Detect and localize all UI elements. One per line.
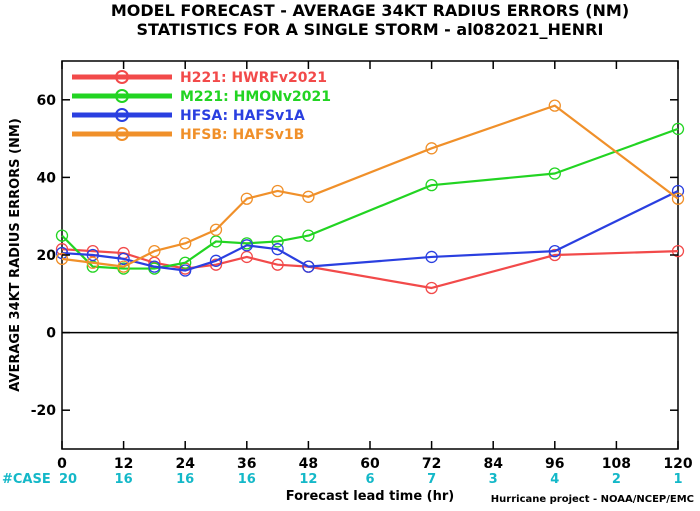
chart-title: MODEL FORECAST - AVERAGE 34KT RADIUS ERR…	[111, 1, 629, 20]
data-point	[117, 260, 130, 273]
x-tick-label: 24	[175, 456, 195, 472]
data-point	[271, 184, 284, 198]
data-point	[302, 190, 315, 203]
y-tick-label: 0	[46, 326, 56, 342]
case-count: 16	[238, 472, 256, 487]
x-axis-label: Forecast lead time (hr)	[286, 489, 454, 504]
legend-label: M221: HMONv2021	[180, 89, 331, 105]
data-point	[548, 167, 561, 180]
y-tick-label: 40	[37, 170, 57, 186]
data-point	[86, 248, 99, 262]
data-point	[179, 264, 192, 277]
x-tick-label: 120	[663, 456, 692, 472]
series-0	[55, 243, 685, 295]
series-line	[61, 127, 679, 270]
data-point	[209, 254, 223, 267]
data-point	[271, 258, 284, 271]
data-point	[548, 248, 561, 262]
series-line	[61, 189, 679, 272]
data-point	[209, 223, 223, 236]
case-count: 1	[673, 472, 682, 487]
data-point	[179, 237, 192, 250]
chart-subtitle: STATISTICS FOR A SINGLE STORM - al082021…	[137, 20, 604, 39]
data-point	[671, 122, 685, 136]
data-point	[671, 192, 685, 205]
data-point	[240, 239, 253, 252]
series-line	[61, 104, 679, 268]
data-point	[240, 192, 253, 205]
data-point	[271, 243, 284, 256]
data-point	[671, 184, 685, 198]
data-point	[671, 244, 685, 258]
y-tick-label: 20	[37, 248, 57, 264]
data-point	[425, 250, 438, 264]
x-tick-label: 12	[114, 456, 133, 472]
series-1	[55, 122, 685, 275]
data-point	[55, 229, 69, 242]
data-point	[548, 244, 561, 258]
data-point	[425, 179, 438, 192]
x-tick-label: 72	[422, 456, 441, 472]
data-point	[302, 229, 315, 242]
series-3	[55, 99, 685, 273]
case-count: 16	[176, 472, 194, 487]
data-point	[55, 252, 69, 266]
x-tick-label: 48	[299, 456, 318, 472]
data-point	[117, 252, 130, 266]
data-point	[86, 256, 99, 269]
legend-label: HFSA: HAFSv1A	[180, 108, 305, 124]
case-count: 6	[365, 472, 374, 487]
data-point	[425, 142, 438, 155]
x-tick-label: 60	[360, 456, 380, 472]
legend-swatch-marker	[115, 89, 129, 103]
y-axis-label: AVERAGE 34KT RADIUS ERRORS (NM)	[8, 118, 23, 392]
data-point	[302, 260, 315, 273]
case-count: 7	[427, 472, 436, 487]
y-tick-label: -20	[31, 403, 57, 419]
legend-label: H221: HWRFv2021	[180, 70, 327, 86]
credit-text: Hurricane project - NOAA/NCEP/EMC	[491, 494, 694, 505]
series-2	[55, 184, 685, 277]
data-point	[55, 246, 69, 260]
data-point	[148, 260, 161, 273]
legend-swatch-marker	[115, 70, 129, 84]
case-count: 3	[489, 472, 498, 487]
case-count: 2	[612, 472, 621, 487]
x-tick-label: 108	[602, 456, 631, 472]
case-count: 4	[550, 472, 559, 487]
data-point	[148, 244, 161, 258]
case-count: 12	[299, 472, 317, 487]
legend: H221: HWRFv2021 M221: HMONv2021 HFSA: HAFS…	[72, 70, 331, 143]
x-tick-label: 96	[545, 456, 564, 472]
data-point	[271, 235, 284, 248]
data-point	[548, 99, 561, 112]
data-point	[425, 281, 438, 295]
x-tick-label: 84	[483, 456, 503, 472]
case-label: #CASE	[2, 472, 51, 487]
x-tick-label: 36	[237, 456, 256, 472]
legend-swatch-marker	[115, 127, 129, 141]
case-count: 20	[59, 472, 77, 487]
case-count: 16	[115, 472, 133, 487]
y-tick-label: 60	[37, 93, 57, 109]
data-point	[209, 258, 223, 271]
legend-swatch-marker	[115, 108, 129, 122]
data-point	[179, 256, 192, 269]
legend-label: HFSB: HAFSv1B	[180, 127, 304, 143]
x-tick-label: 0	[57, 456, 67, 472]
